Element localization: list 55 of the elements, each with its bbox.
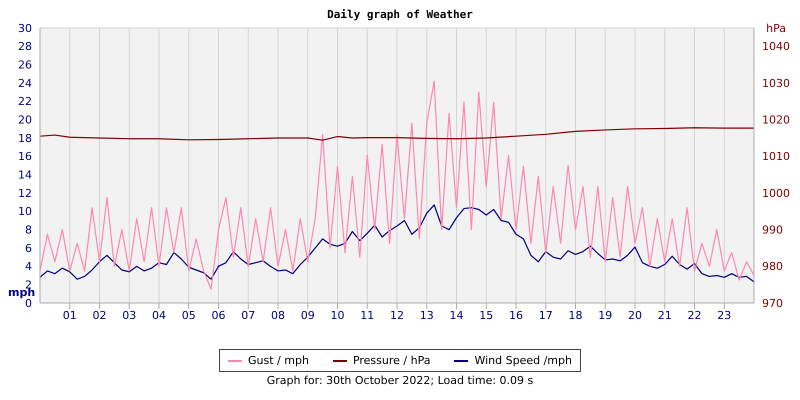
- y-tick-label: 18: [18, 132, 32, 145]
- y-tick-label: 12: [18, 186, 32, 200]
- x-tick-label: 02: [92, 308, 106, 322]
- x-tick-label: 17: [538, 308, 553, 322]
- x-tick-label: 19: [598, 308, 612, 322]
- y2-tick-label: 1010: [762, 150, 790, 164]
- x-tick-label: 08: [271, 308, 285, 322]
- y-tick-label: 4: [25, 260, 32, 274]
- legend-label: Pressure / hPa: [352, 354, 430, 367]
- x-tick-label: 05: [182, 308, 196, 322]
- x-tick-label: 22: [688, 308, 702, 322]
- x-tick-label: 18: [568, 308, 582, 322]
- text: Graph for: 30th October 2022; Load time: 0.09 s: [266, 374, 534, 387]
- line-series: [40, 80, 754, 290]
- y2-tick-label: 1020: [762, 114, 790, 127]
- y2-tick-label: 980: [762, 260, 783, 274]
- x-tick-label: 16: [509, 308, 523, 322]
- line-series: [40, 127, 754, 141]
- y-tick-label: 28: [18, 40, 32, 54]
- x-tick-label: 06: [212, 308, 226, 322]
- x-tick-label: 11: [360, 308, 374, 322]
- x-tick-label: 23: [717, 308, 732, 322]
- x-tick-label: 20: [628, 308, 642, 322]
- x-tick-label: 14: [450, 308, 464, 322]
- y2-axis-title: hPa: [766, 22, 786, 35]
- x-tick-label: 03: [122, 308, 136, 322]
- line-series: [40, 204, 754, 283]
- x-tick-label: 04: [152, 308, 166, 322]
- y-tick-label: 20: [18, 114, 32, 127]
- y2-tick-label: 990: [762, 224, 783, 237]
- y-tick-label: 24: [18, 76, 32, 90]
- y-tick-label: 26: [18, 58, 32, 72]
- y-tick-label: 16: [18, 150, 32, 164]
- x-tick-label: 15: [479, 308, 494, 322]
- y-tick-label: 8: [25, 224, 32, 237]
- x-tick-label: 21: [658, 308, 672, 322]
- y-tick-label: 10: [18, 205, 32, 218]
- y-tick-label: 14: [18, 168, 32, 182]
- chart-title: Daily graph of Weather: [326, 8, 474, 22]
- x-tick-label: 10: [330, 308, 344, 322]
- y-tick-label: 22: [18, 95, 32, 108]
- x-tick-label: 13: [420, 308, 434, 322]
- y2-tick-label: 970: [762, 296, 783, 310]
- y-tick-label: 30: [18, 22, 32, 35]
- legend-label: Wind Speed /mph: [473, 354, 572, 367]
- y2-tick-label: 1030: [762, 76, 790, 90]
- legend-label: Gust / mph: [247, 354, 309, 367]
- y2-tick-label: 1000: [762, 186, 790, 200]
- y2-tick-label: 1040: [762, 40, 790, 54]
- x-tick-label: 07: [241, 308, 256, 322]
- x-tick-label: 09: [300, 308, 315, 322]
- y-tick-label: 6: [25, 242, 32, 255]
- y-tick-label: 0: [25, 296, 32, 310]
- x-tick-label: 01: [62, 308, 77, 322]
- x-tick-label: 12: [390, 308, 404, 322]
